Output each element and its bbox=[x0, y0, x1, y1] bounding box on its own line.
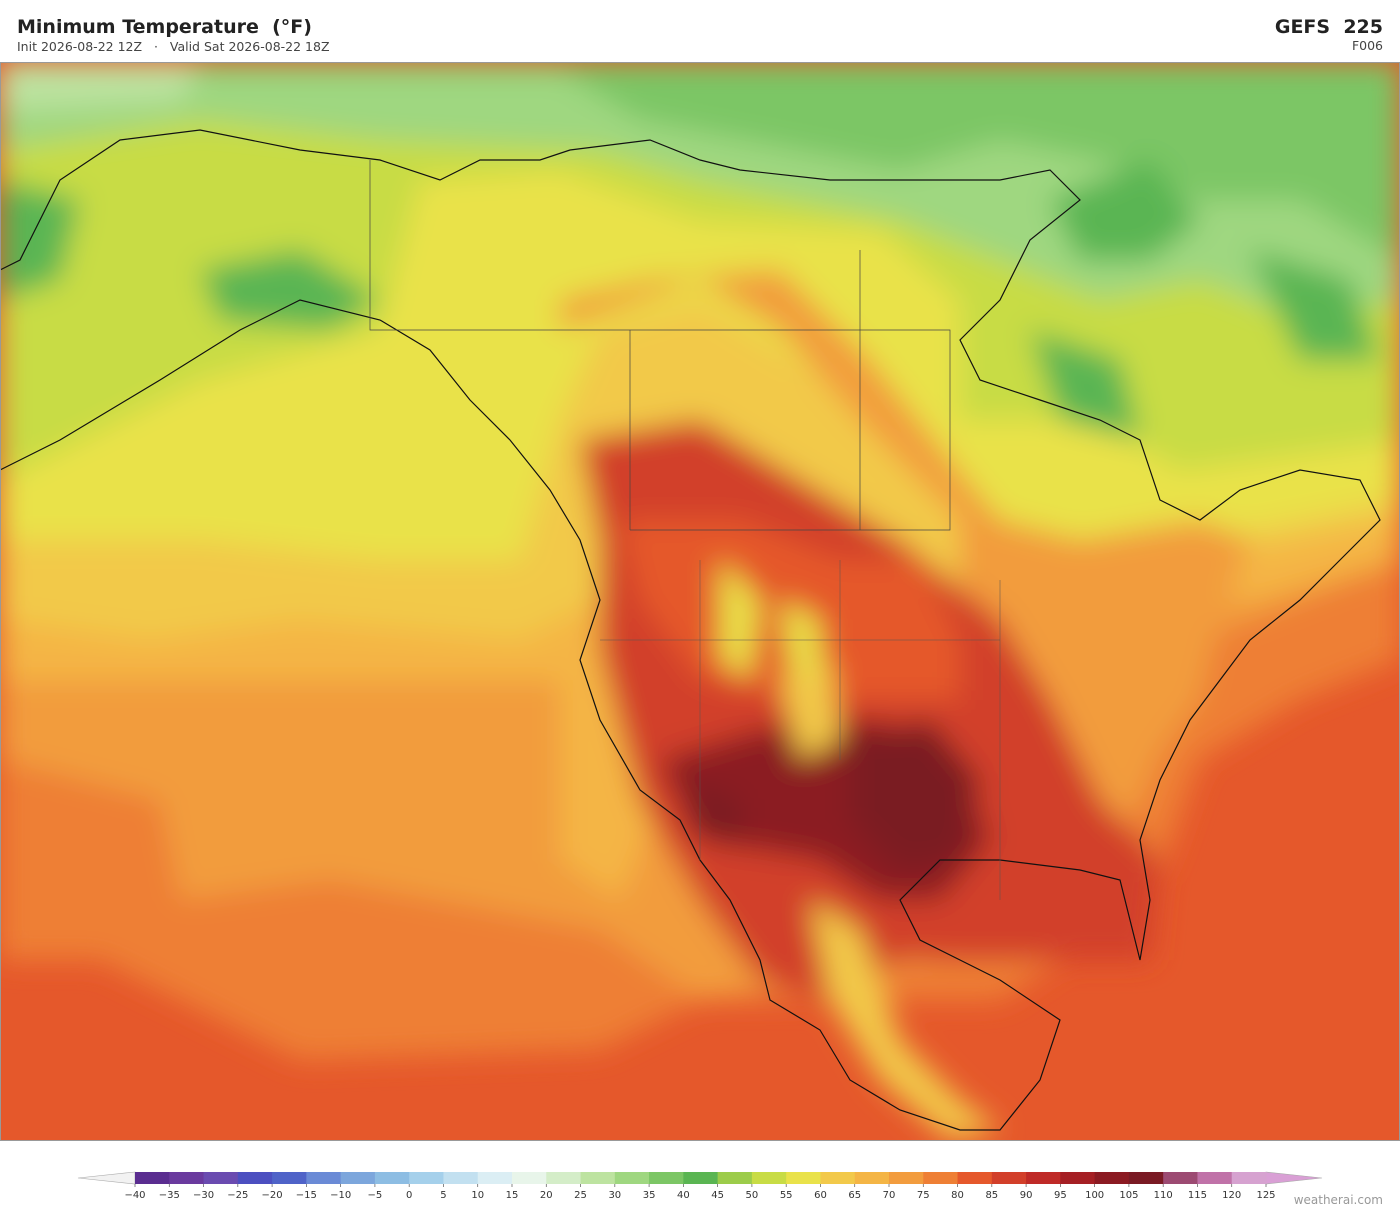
colorbar-bin bbox=[1060, 1172, 1096, 1184]
colorbar-tick-label: 105 bbox=[1119, 1190, 1138, 1201]
colorbar-bin bbox=[923, 1172, 959, 1184]
colorbar-tick-label: 100 bbox=[1085, 1190, 1104, 1201]
colorbar-bin bbox=[1197, 1172, 1233, 1184]
forecast-hour: F006 bbox=[1351, 38, 1383, 53]
colorbar-bin bbox=[169, 1172, 205, 1184]
borders bbox=[369, 160, 951, 531]
colorbar-bin bbox=[203, 1172, 239, 1184]
colorbar-bin bbox=[820, 1172, 856, 1184]
colorbar-bin bbox=[683, 1172, 719, 1184]
colorbar-tick-label: 110 bbox=[1154, 1190, 1173, 1201]
colorbar-tick-label: −10 bbox=[330, 1190, 351, 1201]
colorbar-bin bbox=[854, 1172, 890, 1184]
colorbar-tick-label: −35 bbox=[159, 1190, 180, 1201]
colorbar-bin bbox=[443, 1172, 479, 1184]
colorbar-tick-label: 0 bbox=[406, 1190, 412, 1201]
colorbar-tick-label: 60 bbox=[814, 1190, 827, 1201]
colorbar-bin bbox=[991, 1172, 1027, 1184]
colorbar-bin bbox=[237, 1172, 273, 1184]
colorbar-tick-label: 20 bbox=[540, 1190, 553, 1201]
colorbar-tick-label: 25 bbox=[574, 1190, 587, 1201]
colorbar-bin bbox=[1231, 1172, 1267, 1184]
colorbar-bin bbox=[409, 1172, 444, 1184]
colorbar-bin bbox=[751, 1172, 787, 1184]
temperature-field bbox=[0, 62, 1400, 1141]
colorbar-bin bbox=[614, 1172, 650, 1184]
colorbar-bin bbox=[374, 1172, 410, 1184]
colorbar-tick-label: 5 bbox=[440, 1190, 446, 1201]
colorbar-under bbox=[77, 1171, 136, 1185]
init-time: Init 2026-08-22 12Z bbox=[17, 39, 143, 54]
colorbar-bin bbox=[889, 1172, 924, 1184]
colorbar-bin bbox=[1128, 1172, 1164, 1184]
colorbar-over bbox=[1265, 1171, 1323, 1185]
colorbar-tick-label: −20 bbox=[262, 1190, 283, 1201]
colorbar-tick-label: −30 bbox=[193, 1190, 214, 1201]
colorbar-bin bbox=[546, 1172, 582, 1184]
colorbar-tick-label: 120 bbox=[1222, 1190, 1241, 1201]
colorbar-bin bbox=[649, 1172, 684, 1184]
colorbar-tick-label: 10 bbox=[471, 1190, 484, 1201]
attribution: weatherai.com bbox=[1293, 1193, 1383, 1207]
colorbar-tick-label: 80 bbox=[951, 1190, 964, 1201]
colorbar-tick-label: −5 bbox=[368, 1190, 383, 1201]
colorbar-tick-label: −25 bbox=[227, 1190, 248, 1201]
colorbar-tick-label: 40 bbox=[677, 1190, 690, 1201]
colorbar-tick-label: −40 bbox=[124, 1190, 145, 1201]
map bbox=[0, 62, 1400, 1141]
colorbar-tick-label: 125 bbox=[1256, 1190, 1275, 1201]
colorbar-bin bbox=[272, 1172, 307, 1184]
subtitle: Init 2026-08-22 12Z · Valid Sat 2026-08-… bbox=[17, 39, 330, 54]
colorbar-tick-label: 65 bbox=[848, 1190, 861, 1201]
colorbar-bin bbox=[135, 1172, 170, 1184]
model-name: GEFS 225 bbox=[1274, 16, 1383, 38]
state-lines bbox=[600, 560, 1001, 900]
colorbar-tick-label: −15 bbox=[296, 1190, 317, 1201]
colorbar-tick-label: 55 bbox=[780, 1190, 793, 1201]
colorbar-bin bbox=[1094, 1172, 1130, 1184]
colorbar-tick-label: 70 bbox=[883, 1190, 896, 1201]
colorbar-bin bbox=[1026, 1172, 1061, 1184]
colorbar-tick-label: 50 bbox=[746, 1190, 759, 1201]
colorbar-tick-label: 15 bbox=[506, 1190, 519, 1201]
colorbar: −40 −35 −30 −25 −20 −15 −10 −5 0 5 10 15 20 25 30 35 40 4… bbox=[77, 1171, 1323, 1201]
colorbar-bin bbox=[717, 1172, 753, 1184]
title: Minimum Temperature (°F) bbox=[17, 16, 312, 38]
colorbar-tick-label: 35 bbox=[643, 1190, 656, 1201]
colorbar-tick-label: 90 bbox=[1020, 1190, 1033, 1201]
colorbar-bin bbox=[477, 1172, 513, 1184]
colorbar-bin bbox=[1163, 1172, 1198, 1184]
valid-time: Valid Sat 2026-08-22 18Z bbox=[169, 39, 330, 54]
colorbar-tick-label: 30 bbox=[608, 1190, 621, 1201]
colorbar-tick-label: 95 bbox=[1054, 1190, 1067, 1201]
separator: · bbox=[153, 39, 158, 54]
colorbar-bin bbox=[306, 1172, 342, 1184]
colorbar-bin bbox=[580, 1172, 616, 1184]
colorbar-tick-label: 75 bbox=[917, 1190, 930, 1201]
colorbar-bin bbox=[786, 1172, 821, 1184]
colorbar-bin bbox=[512, 1172, 547, 1184]
colorbar-bin bbox=[957, 1172, 993, 1184]
colorbar-tick-label: 85 bbox=[985, 1190, 998, 1201]
colorbar-bin bbox=[340, 1172, 376, 1184]
colorbar-tick-label: 45 bbox=[711, 1190, 724, 1201]
colorbar-tick-label: 115 bbox=[1188, 1190, 1207, 1201]
coastline bbox=[0, 129, 1381, 1131]
